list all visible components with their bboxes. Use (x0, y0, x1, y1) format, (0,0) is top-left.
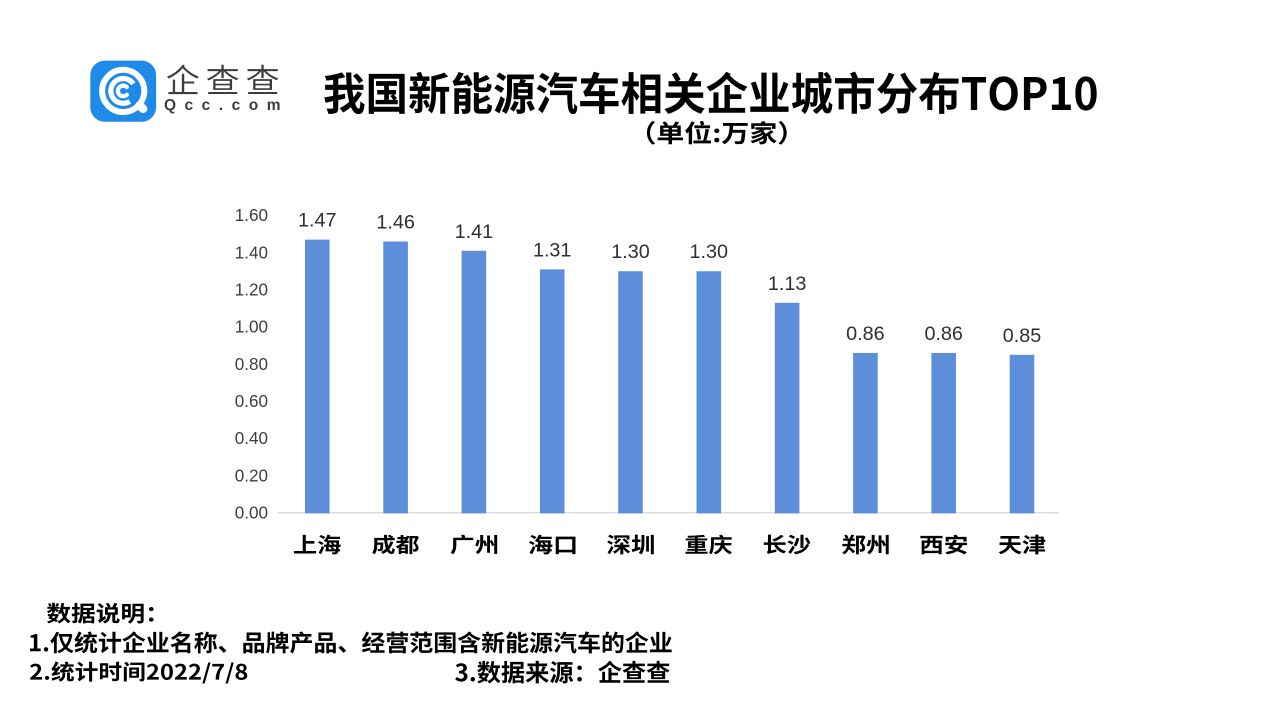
svg-text:0.00: 0.00 (235, 503, 268, 522)
svg-text:1.31: 1.31 (533, 239, 572, 261)
svg-text:0.85: 0.85 (1003, 325, 1042, 347)
svg-text:1.30: 1.30 (611, 241, 650, 263)
svg-text:1.47: 1.47 (298, 210, 337, 232)
svg-text:1.40: 1.40 (235, 243, 268, 262)
svg-text:0.86: 0.86 (846, 323, 885, 345)
svg-text:0.86: 0.86 (924, 323, 963, 345)
svg-text:1.60: 1.60 (235, 206, 268, 225)
svg-text:0.60: 0.60 (235, 392, 268, 411)
svg-text:0.40: 0.40 (235, 429, 268, 448)
svg-text:1.41: 1.41 (455, 221, 494, 243)
svg-text:Qcc.com: Qcc.com (164, 97, 289, 114)
svg-text:1.46: 1.46 (376, 212, 415, 234)
svg-text:1.13: 1.13 (768, 273, 807, 295)
svg-text:1.20: 1.20 (235, 281, 268, 300)
svg-text:1.30: 1.30 (690, 241, 729, 263)
svg-text:0.20: 0.20 (235, 466, 268, 485)
svg-text:1.00: 1.00 (235, 318, 268, 337)
svg-text:0.80: 0.80 (235, 355, 268, 374)
